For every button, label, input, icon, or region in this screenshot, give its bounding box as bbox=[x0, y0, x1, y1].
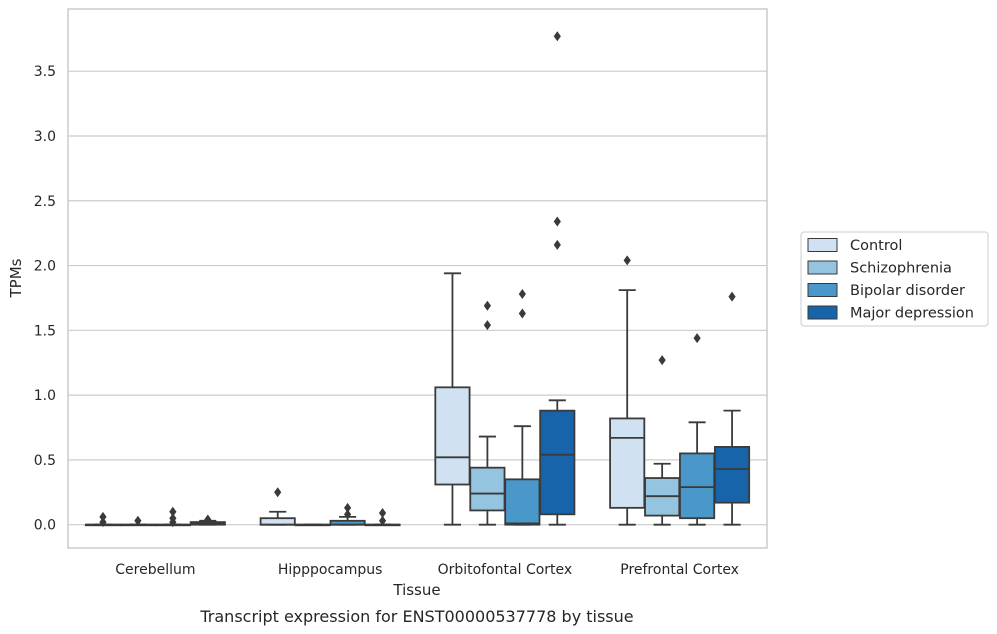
outlier-point bbox=[553, 216, 561, 227]
legend: Control Schizophrenia Bipolar disorder Majo… bbox=[800, 231, 989, 327]
x-tick-label: Cerebellum bbox=[115, 562, 195, 578]
y-tick-label: 0.5 bbox=[34, 453, 56, 469]
box-plot-series bbox=[84, 31, 751, 528]
outlier-point bbox=[553, 31, 561, 42]
outlier-point bbox=[169, 513, 177, 524]
outlier-point bbox=[693, 333, 701, 344]
box bbox=[329, 502, 366, 526]
outlier-point bbox=[518, 308, 526, 319]
x-axis-ticks: Cerebellum Hipppocampus Orbitofontal Corte… bbox=[115, 562, 739, 578]
y-tick-label: 0.0 bbox=[34, 518, 56, 534]
outlier-point bbox=[99, 517, 107, 528]
y-tick-label: 1.0 bbox=[34, 388, 56, 404]
series-control bbox=[84, 255, 646, 528]
y-tick-label: 1.5 bbox=[34, 323, 56, 339]
box bbox=[294, 523, 331, 527]
box bbox=[504, 289, 541, 526]
legend-frame bbox=[800, 231, 989, 327]
box bbox=[84, 511, 121, 528]
outlier-point bbox=[344, 509, 352, 520]
outlier-point bbox=[134, 515, 142, 526]
outlier-point bbox=[728, 291, 736, 302]
outlier-point bbox=[204, 514, 212, 525]
y-tick-label: 3.5 bbox=[34, 64, 56, 80]
grid-lines bbox=[68, 70, 767, 526]
legend-label: Major depression bbox=[850, 306, 974, 322]
series-schizophrenia bbox=[119, 300, 681, 527]
plot-frame bbox=[67, 8, 768, 549]
x-tick-label: Prefrontal Cortex bbox=[620, 562, 739, 578]
outlier-point bbox=[169, 506, 177, 517]
outlier-point bbox=[483, 320, 491, 331]
box-body bbox=[434, 386, 471, 486]
box-body bbox=[259, 517, 296, 526]
outlier-point bbox=[553, 239, 561, 250]
outlier-point bbox=[378, 515, 387, 526]
legend-swatch bbox=[807, 260, 838, 275]
x-tick-label: Orbitofontal Cortex bbox=[438, 562, 573, 578]
x-axis-label: Tissue bbox=[392, 581, 440, 599]
outlier-point bbox=[99, 511, 107, 522]
y-axis-ticks: 0.0 0.5 1.0 1.5 2.0 2.5 3.0 3.5 bbox=[34, 64, 56, 533]
y-tick-label: 3.0 bbox=[34, 129, 56, 145]
outlier-point bbox=[274, 487, 282, 498]
box bbox=[609, 255, 646, 526]
box bbox=[154, 506, 191, 528]
y-tick-label: 2.0 bbox=[34, 259, 56, 275]
box-body bbox=[539, 409, 576, 516]
legend-swatch bbox=[807, 238, 838, 252]
outlier-point bbox=[623, 255, 631, 266]
outlier-point bbox=[344, 502, 352, 513]
box-body bbox=[679, 452, 716, 520]
box-body bbox=[609, 417, 646, 509]
x-tick-label: Hipppocampus bbox=[278, 562, 383, 578]
series-bipolar-disorder bbox=[154, 289, 716, 528]
box bbox=[189, 514, 226, 526]
outlier-point bbox=[483, 300, 491, 311]
box bbox=[434, 272, 471, 526]
y-tick-label: 2.5 bbox=[34, 194, 56, 210]
box-body bbox=[469, 466, 506, 512]
legend-swatch bbox=[807, 305, 838, 320]
box bbox=[259, 487, 296, 526]
box-body bbox=[714, 446, 751, 504]
box bbox=[119, 515, 156, 527]
legend-label: Control bbox=[850, 238, 902, 254]
legend-swatch bbox=[807, 283, 838, 297]
legend-label: Schizophrenia bbox=[850, 261, 952, 277]
figure-caption: Transcript expression for ENST0000053777… bbox=[199, 607, 633, 626]
box bbox=[539, 31, 576, 526]
legend-label: Bipolar disorder bbox=[850, 283, 965, 299]
box bbox=[644, 355, 681, 526]
outlier-point bbox=[658, 355, 666, 366]
series-major-depression bbox=[189, 31, 751, 527]
y-axis-label: TPMs bbox=[7, 258, 25, 298]
box bbox=[364, 508, 401, 527]
outlier-point bbox=[378, 508, 387, 519]
box-body bbox=[504, 478, 541, 526]
outlier-point bbox=[518, 289, 526, 300]
box bbox=[469, 300, 506, 526]
box bbox=[679, 333, 716, 526]
box bbox=[714, 291, 751, 526]
